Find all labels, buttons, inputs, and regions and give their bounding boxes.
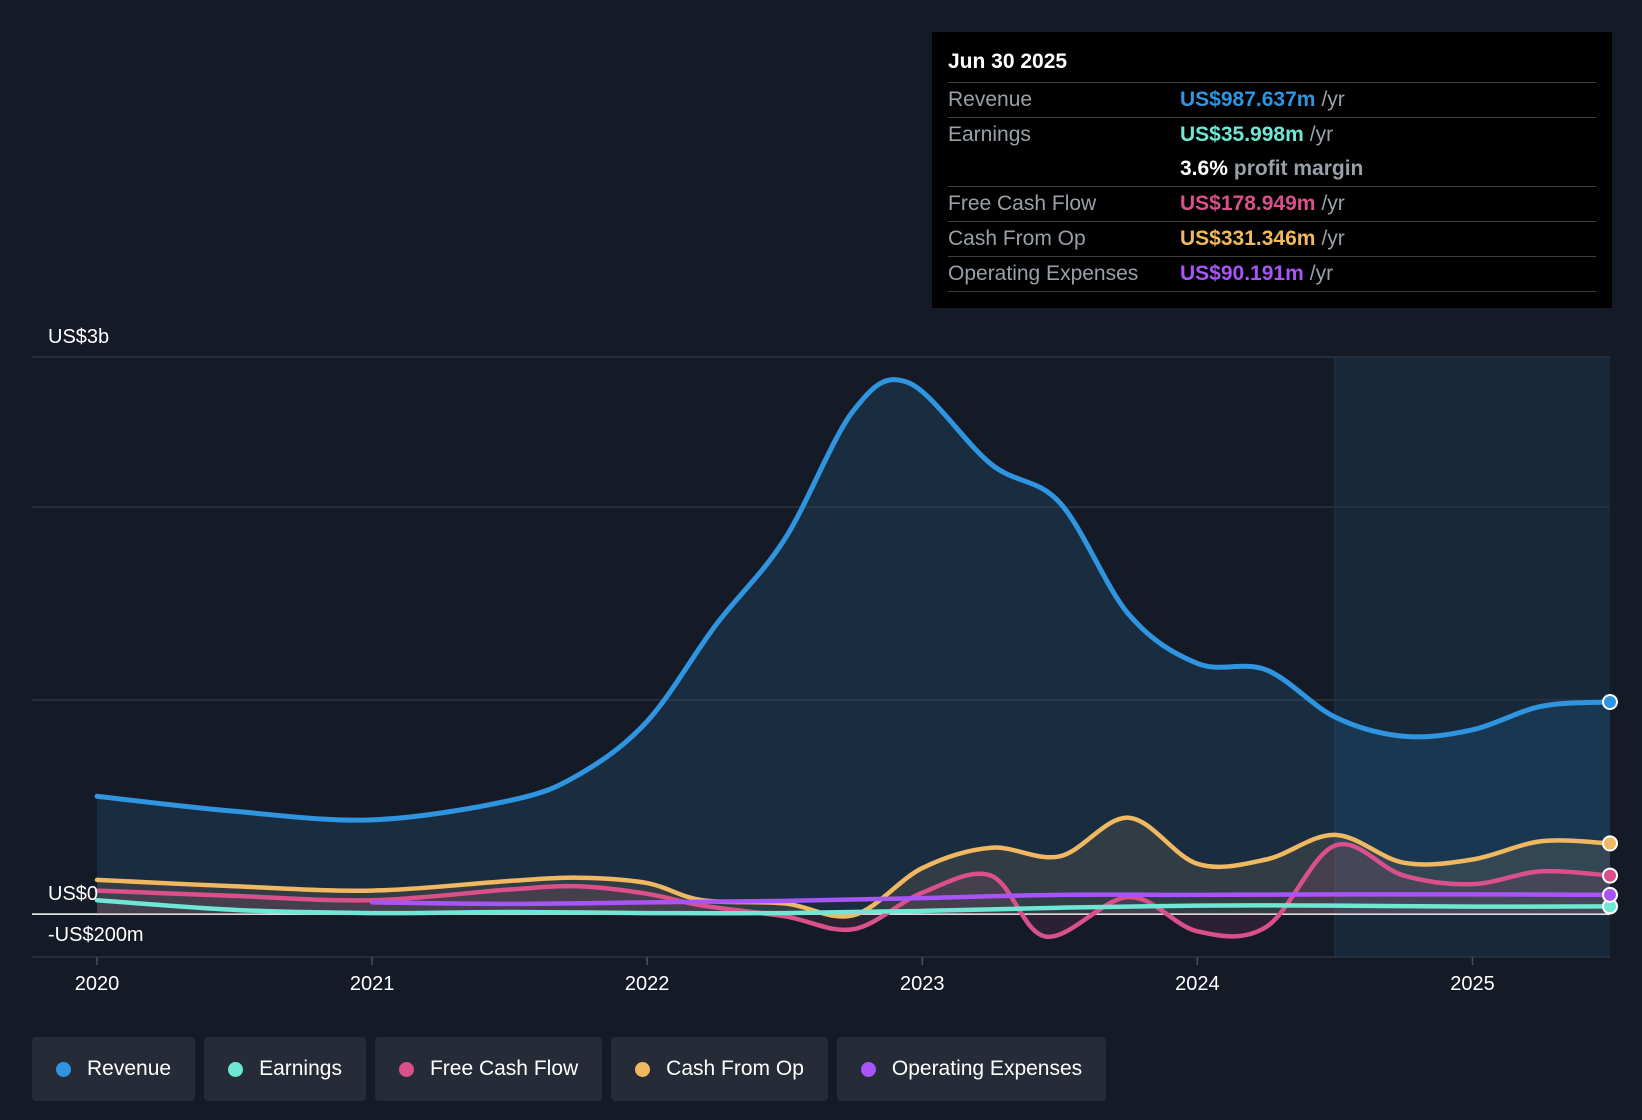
x-tick-label: 2023 (900, 973, 945, 995)
tooltip-panel: Jun 30 2025 Revenue US$987.637m /yr Earn… (932, 32, 1612, 308)
x-tick-label: 2024 (1175, 973, 1220, 995)
tooltip-unit: /yr (1309, 123, 1334, 146)
line-free-cash-flow (94, 841, 1613, 939)
tooltip-unit: /yr (1321, 88, 1345, 111)
legend-label: Operating Expenses (891, 1057, 1083, 1080)
legend-item-cash-from-op[interactable]: Cash From Op (611, 1037, 828, 1101)
y-axis-labels: US$3b US$0 -US$200m (48, 326, 144, 946)
x-tick-label: 2022 (625, 973, 670, 995)
endpoint-revenue (1602, 694, 1618, 710)
tooltip-row-profit-margin: 3.6% profit margin (948, 152, 1596, 187)
legend-dot-icon (398, 1061, 414, 1077)
tooltip-value: US$987.637m (1180, 88, 1316, 111)
line-operating-expenses (369, 892, 1613, 907)
legend-item-earnings[interactable]: Earnings (204, 1037, 366, 1101)
tooltip-label: Earnings (948, 123, 1031, 146)
tooltip-row-revenue: Revenue US$987.637m /yr (948, 83, 1596, 118)
legend-dot-icon (635, 1061, 651, 1077)
tooltip-value: US$90.191m (1180, 262, 1304, 285)
endpoint-operating-expenses (1602, 886, 1618, 903)
legend-item-operating-expenses[interactable]: Operating Expenses (836, 1037, 1107, 1101)
tooltip-unit: profit margin (1233, 157, 1364, 180)
tooltip-row-cash-from-op: Cash From Op US$331.346m /yr (948, 222, 1596, 257)
y-tick-label: US$3b (48, 326, 109, 348)
tooltip-row-free-cash-flow: Free Cash Flow US$178.949m /yr (948, 187, 1596, 222)
chart-legend: Revenue Earnings Free Cash Flow Cash Fro… (32, 1037, 1107, 1101)
endpoint-cash-from-op (1602, 835, 1618, 852)
x-tick-label: 2020 (75, 973, 120, 995)
legend-label: Earnings (259, 1057, 342, 1080)
series-endpoints (1602, 694, 1618, 915)
tooltip-unit: /yr (1309, 262, 1334, 285)
legend-dot-icon (228, 1061, 244, 1077)
tooltip-value: US$178.949m (1180, 192, 1316, 215)
tooltip-unit: /yr (1321, 192, 1345, 215)
series-lines (94, 377, 1613, 939)
line-cash-from-op (94, 815, 1613, 919)
tooltip-unit: /yr (1321, 227, 1345, 250)
tooltip-label (948, 152, 1180, 186)
tooltip-row-operating-expenses: Operating Expenses US$90.191m /yr (948, 257, 1596, 292)
tooltip-label: Cash From Op (948, 227, 1086, 250)
x-tick-label: 2025 (1450, 973, 1495, 995)
legend-label: Revenue (87, 1057, 172, 1080)
tooltip-label: Revenue (948, 88, 1033, 111)
tooltip-label: Free Cash Flow (948, 192, 1097, 215)
legend-dot-icon (56, 1061, 71, 1077)
legend-dot-icon (860, 1061, 876, 1077)
tooltip-value: 3.6% (1180, 157, 1228, 180)
tooltip-value: US$35.998m (1180, 123, 1304, 146)
y-tick-label: -US$200m (48, 924, 144, 946)
tooltip-row-earnings: Earnings US$35.998m /yr (948, 118, 1596, 152)
endpoint-free-cash-flow (1602, 867, 1618, 884)
line-earnings (94, 897, 1613, 916)
legend-item-free-cash-flow[interactable]: Free Cash Flow (374, 1037, 603, 1101)
tooltip-date: Jun 30 2025 (948, 46, 1596, 83)
y-tick-label: US$0 (48, 883, 98, 905)
tooltip-label: Operating Expenses (948, 262, 1139, 285)
x-axis-labels: 2020 2021 2022 2023 2024 2025 (75, 957, 1495, 995)
x-tick-label: 2021 (350, 973, 395, 995)
area-revenue (97, 379, 1610, 915)
forecast-highlight-region (1334, 357, 1610, 957)
line-revenue (94, 377, 1613, 823)
legend-label: Cash From Op (666, 1057, 804, 1080)
legend-item-revenue[interactable]: Revenue (32, 1037, 196, 1101)
tooltip-value: US$331.346m (1180, 227, 1316, 250)
legend-label: Free Cash Flow (429, 1057, 579, 1080)
